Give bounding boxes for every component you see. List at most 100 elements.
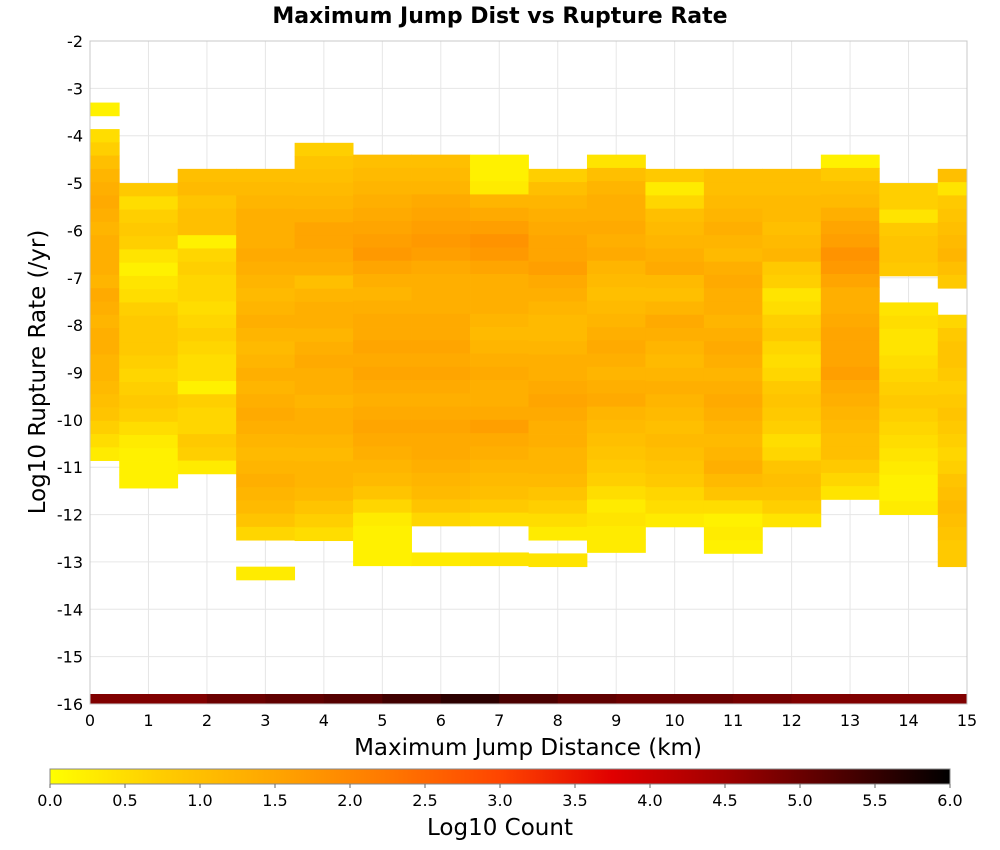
heatmap-cell (528, 513, 588, 528)
heatmap-cell (294, 209, 354, 223)
heatmap-cell (528, 394, 588, 408)
heatmap-cell (937, 314, 968, 329)
strip-cell (499, 694, 559, 704)
strip-cell (557, 694, 617, 704)
heatmap-cell (353, 499, 412, 514)
heatmap-cell (820, 260, 880, 275)
heatmap-cell (411, 207, 471, 222)
heatmap-cell (937, 460, 968, 475)
heatmap-cell (528, 301, 588, 316)
heatmap-cell (119, 236, 179, 250)
colorbar-tick-label: 5.0 (787, 791, 812, 810)
heatmap-cell (937, 248, 968, 263)
heatmap-cell (294, 156, 354, 170)
heatmap-cell (470, 419, 529, 434)
heatmap-cell (937, 526, 968, 541)
heatmap-cell (586, 340, 646, 354)
heatmap-cell (762, 168, 822, 183)
heatmap-cell (937, 473, 968, 488)
heatmap-cell (645, 434, 705, 448)
heatmap-cell (90, 434, 120, 448)
heatmap-cell (586, 273, 646, 288)
heatmap-cell (90, 195, 120, 210)
heatmap-cell (411, 234, 471, 248)
heatmap-cell (586, 380, 646, 394)
heatmap-cell (353, 273, 412, 288)
heatmap-cell (353, 393, 412, 407)
heatmap-cell (353, 459, 412, 474)
x-tick-label: 14 (898, 711, 918, 730)
heatmap-cell (411, 552, 471, 567)
heatmap-cell (470, 207, 529, 222)
heatmap-cell (937, 261, 968, 276)
heatmap-cell (236, 447, 296, 461)
heatmap-cell (937, 420, 968, 435)
heatmap-cell (119, 368, 179, 383)
heatmap-cell (353, 327, 412, 341)
heatmap-cell (90, 381, 120, 395)
heatmap-cell (820, 353, 880, 368)
x-axis-ticks: 0 1 2 3 4 5 6 7 8 9 10 11 12 13 14 15 (85, 711, 977, 730)
heatmap-cell (294, 394, 354, 409)
heatmap-cell (294, 381, 354, 396)
heatmap-cell (470, 393, 529, 407)
heatmap-cell (470, 366, 529, 381)
heatmap-cell (470, 287, 529, 301)
heatmap-cell (177, 261, 237, 276)
heatmap-cell (90, 274, 120, 289)
heatmap-cell (294, 301, 354, 316)
heatmap-cell (820, 366, 880, 381)
heatmap-cell (90, 261, 120, 276)
colorbar-tick-label: 5.5 (862, 791, 887, 810)
heatmap-cell (470, 472, 529, 487)
heatmap-cell (645, 235, 705, 249)
heatmap-cell (470, 181, 529, 195)
x-tick-label: 2 (202, 711, 212, 730)
heatmap-cell (236, 526, 296, 541)
heatmap-cell (411, 327, 471, 341)
colorbar-tick-label: 2.0 (337, 791, 362, 810)
heatmap-cell (236, 407, 296, 422)
heatmap-cell (177, 208, 237, 223)
heatmap-cell (470, 406, 529, 421)
heatmap-cell (703, 195, 763, 210)
heatmap-cell (353, 512, 412, 527)
heatmap-cell (353, 552, 412, 567)
heatmap-cell (703, 248, 763, 263)
y-tick-label: -8 (67, 316, 83, 335)
colorbar-label: Log10 Count (427, 815, 573, 841)
heatmap-cell (879, 196, 939, 210)
heatmap-cell (703, 487, 763, 501)
heatmap-cell (119, 408, 179, 423)
heatmap-cell (294, 434, 354, 449)
heatmap-cell (90, 208, 120, 223)
heatmap-cell (528, 327, 588, 342)
heatmap-cell (470, 234, 529, 248)
heatmap-cell (879, 408, 939, 423)
heatmap-cell (703, 381, 763, 395)
heatmap-cell (294, 447, 354, 462)
heatmap-cell (353, 380, 412, 394)
heatmap-cell (879, 222, 939, 237)
heatmap-cell (177, 354, 237, 369)
heatmap-cell (470, 194, 529, 209)
heatmap-cell (470, 433, 529, 447)
heatmap-cell (937, 327, 968, 342)
heatmap-cell (586, 220, 646, 235)
heatmap-cell (236, 434, 296, 448)
strip-cell (206, 694, 266, 704)
heatmap-cell (645, 420, 705, 435)
heatmap-cells (90, 102, 968, 581)
x-tick-label: 15 (957, 711, 977, 730)
heatmap-cell (937, 182, 968, 196)
heatmap-cell (586, 406, 646, 421)
heatmap-cell (762, 248, 822, 263)
heatmap-cell (937, 434, 968, 448)
heatmap-cell (353, 234, 412, 248)
heatmap-cell (470, 446, 529, 461)
heatmap-cell (703, 420, 763, 435)
heatmap-cell (177, 367, 237, 382)
heatmap-cell (236, 221, 296, 236)
x-tick-label: 11 (723, 711, 743, 730)
heatmap-cell (528, 434, 588, 448)
